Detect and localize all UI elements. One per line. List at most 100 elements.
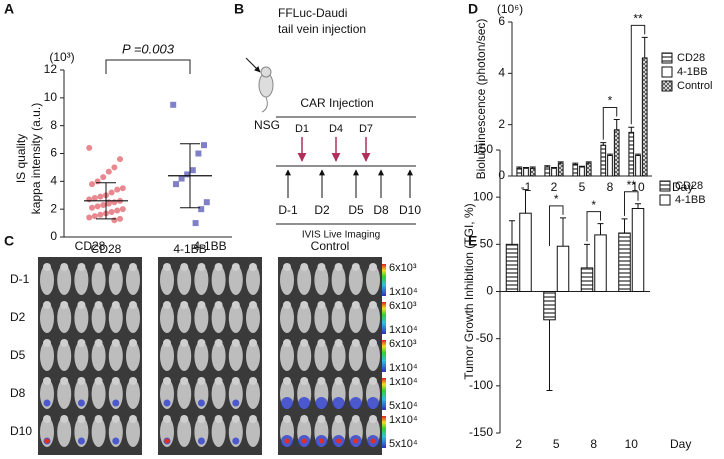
mouse	[91, 265, 106, 295]
y-tick-label: 2	[498, 117, 505, 131]
mouse-head	[249, 339, 257, 347]
mouse	[160, 379, 174, 409]
signal	[163, 399, 171, 407]
data-point	[86, 214, 93, 221]
row-label: D5	[10, 348, 26, 362]
mouse	[348, 265, 363, 295]
mouse-head	[351, 263, 360, 271]
mouse-head	[351, 339, 360, 347]
x-tick-label: 5	[553, 437, 560, 451]
mouse	[91, 341, 106, 371]
legend-label: CD28	[675, 180, 703, 192]
mouse-head	[214, 377, 223, 385]
bar	[607, 154, 613, 177]
diagram: FFLuc-Daudi tail vein injection NSG CAR …	[245, 6, 416, 241]
data-point	[97, 193, 104, 200]
mouse-head	[283, 263, 291, 271]
mouse-head	[163, 301, 171, 309]
panel-label: C	[4, 233, 14, 249]
mouse	[211, 303, 226, 333]
mouse	[211, 417, 226, 447]
mouse-head	[111, 377, 120, 385]
y-axis-label: Tumor Growth Inhibition (TGI, %)	[462, 203, 476, 379]
panel-label: A	[4, 1, 14, 17]
axis-multiplier: (10⁶)	[497, 2, 523, 16]
mouse	[40, 265, 54, 295]
mouse-head	[180, 263, 189, 271]
data-point	[97, 211, 104, 218]
signal	[370, 438, 376, 444]
mouse	[177, 379, 192, 409]
row-label: D2	[10, 310, 26, 324]
injection-arrow	[245, 57, 261, 73]
scale-label: 1x10⁴	[389, 324, 418, 336]
legend-label: 4-1BB	[677, 66, 708, 78]
mouse-head	[94, 263, 103, 271]
mouse	[40, 341, 54, 371]
data-point	[94, 178, 101, 185]
bar	[529, 167, 536, 177]
legend-swatch	[661, 80, 673, 92]
p-value: P =0.003	[122, 41, 175, 56]
bar	[618, 232, 631, 293]
data-point	[170, 101, 177, 108]
row-label: D-1	[10, 272, 30, 286]
mouse-head	[111, 339, 120, 347]
mouse-head	[231, 301, 240, 309]
signal	[353, 438, 359, 444]
data-point	[195, 150, 202, 157]
x-tick-label: 10	[631, 180, 645, 194]
mouse-head	[300, 415, 309, 423]
data-point	[203, 199, 210, 206]
error-bar	[523, 167, 529, 169]
data-point	[108, 208, 115, 215]
bar	[557, 162, 564, 177]
y-axis-label: IS quality	[14, 134, 28, 183]
mouse-head	[77, 377, 86, 385]
y-tick-label: 6	[50, 146, 57, 160]
color-bar	[382, 302, 386, 334]
mouse	[297, 265, 312, 295]
significance-label: **	[627, 178, 637, 192]
bar	[613, 129, 620, 177]
data-point	[114, 207, 121, 214]
bar	[543, 291, 556, 321]
mouse	[366, 341, 380, 371]
y-tick-label: 2	[50, 201, 57, 215]
mouse-head	[300, 263, 309, 271]
image-panel	[38, 257, 142, 455]
data-point	[100, 201, 107, 208]
mouse	[331, 265, 346, 295]
mouse	[108, 341, 123, 371]
y-tick-label: 0	[498, 168, 505, 182]
x-tick-label: -1	[521, 180, 532, 194]
imaging-day: D10	[399, 203, 421, 217]
legend-label: Control	[677, 80, 712, 92]
bar	[585, 162, 592, 177]
mouse-head	[129, 339, 137, 347]
mouse	[40, 379, 54, 409]
significance-label: *	[608, 94, 613, 108]
bar	[523, 167, 529, 177]
mouse	[74, 379, 89, 409]
signal	[336, 438, 342, 444]
injection-label: CAR Injection	[300, 96, 373, 110]
data-point	[89, 204, 95, 211]
data-point	[119, 185, 126, 192]
mouse	[126, 341, 140, 371]
bar	[600, 144, 607, 177]
data-point	[111, 217, 118, 224]
mouse-head	[369, 301, 377, 309]
error-bar	[641, 36, 648, 58]
error-bar	[180, 143, 200, 209]
data-point	[89, 181, 95, 188]
bar	[544, 166, 551, 177]
data-point	[86, 144, 93, 151]
mouse-head	[197, 301, 206, 309]
x-axis-label: Day	[672, 180, 693, 194]
y-tick-label: 10	[44, 90, 58, 104]
signal	[112, 399, 120, 407]
mouse	[108, 417, 123, 447]
mouse	[331, 303, 346, 333]
mouse-head	[231, 339, 240, 347]
